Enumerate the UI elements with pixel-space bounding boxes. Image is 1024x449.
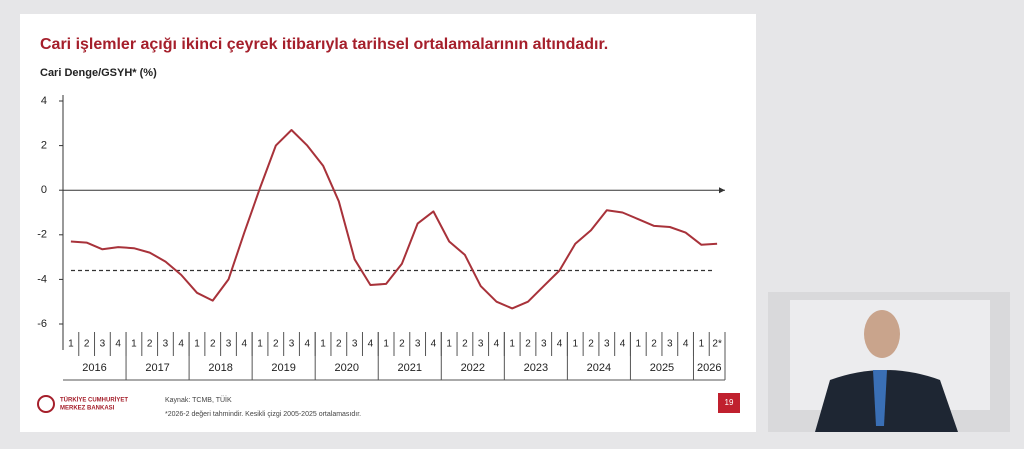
year-label: 2025 xyxy=(650,362,674,374)
y-axis-label: Cari Denge/GSYH* (%) xyxy=(40,67,157,79)
year-label: 2017 xyxy=(145,362,169,374)
x-tick-label: 4 xyxy=(241,339,247,350)
x-tick-label: 1 xyxy=(446,339,452,350)
x-tick-label: 1 xyxy=(131,339,137,350)
presenter-body xyxy=(815,370,958,432)
x-tick-label: 3 xyxy=(163,339,169,350)
y-tick-label: 2 xyxy=(41,140,47,152)
presenter-tie xyxy=(873,370,887,426)
x-tick-label: 2 xyxy=(399,339,405,350)
x-tick-label: 1 xyxy=(636,339,642,350)
x-tick-label: 2 xyxy=(336,339,342,350)
logo-icon xyxy=(37,395,55,413)
video-inset xyxy=(768,292,1010,432)
x-tick-label: 2 xyxy=(588,339,594,350)
x-tick-label: 1 xyxy=(320,339,326,350)
y-tick-label: 0 xyxy=(41,184,47,196)
x-tick-label: 1 xyxy=(194,339,200,350)
x-tick-label: 4 xyxy=(305,339,311,350)
x-tick-label: 1 xyxy=(572,339,578,350)
x-tick-label: 3 xyxy=(604,339,610,350)
logo: TÜRKİYE CUMHURİYET MERKEZ BANKASI xyxy=(37,395,128,413)
slide xyxy=(20,14,756,432)
data-line xyxy=(70,129,718,310)
year-label: 2021 xyxy=(398,362,422,374)
x-tick-label: 4 xyxy=(557,339,563,350)
year-label: 2018 xyxy=(208,362,232,374)
y-tick-label: -4 xyxy=(37,273,47,285)
x-tick-label: 4 xyxy=(620,339,626,350)
logo-text: MERKEZ BANKASI xyxy=(60,406,115,412)
year-label: 2024 xyxy=(587,362,611,374)
note: *2026-2 değeri tahmindir. Kesikli çizgi … xyxy=(165,411,361,418)
year-label: 2019 xyxy=(271,362,295,374)
year-label: 2026 xyxy=(697,362,721,374)
x-tick-label: 3 xyxy=(541,339,547,350)
x-tick-label: 1 xyxy=(257,339,263,350)
x-tick-label: 1 xyxy=(383,339,389,350)
year-label: 2023 xyxy=(524,362,548,374)
x-tick-label: 2 xyxy=(84,339,90,350)
x-tick-label: 2 xyxy=(462,339,468,350)
x-tick-label: 4 xyxy=(494,339,500,350)
y-tick-label: -6 xyxy=(37,318,47,330)
x-tick-label: 3 xyxy=(667,339,673,350)
x-tick-label: 4 xyxy=(178,339,184,350)
x-tick-label: 2 xyxy=(651,339,657,350)
x-tick-label: 3 xyxy=(226,339,232,350)
x-tick-label: 2 xyxy=(273,339,279,350)
x-tick-label: 1 xyxy=(68,339,74,350)
x-tick-label: 1 xyxy=(509,339,515,350)
x-axis-arrow xyxy=(719,187,725,194)
year-label: 2016 xyxy=(82,362,106,374)
x-tick-label: 2* xyxy=(712,339,722,350)
slide-title: Cari işlemler açığı ikinci çeyrek itibar… xyxy=(40,36,608,53)
x-tick-label: 4 xyxy=(115,339,121,350)
x-tick-label: 2 xyxy=(210,339,216,350)
x-tick-label: 3 xyxy=(100,339,106,350)
x-tick-label: 3 xyxy=(478,339,484,350)
x-tick-label: 4 xyxy=(368,339,374,350)
x-tick-label: 3 xyxy=(415,339,421,350)
page-badge xyxy=(718,393,740,413)
logo-text: TÜRKİYE CUMHURİYET xyxy=(60,397,128,404)
year-label: 2020 xyxy=(334,362,358,374)
x-tick-label: 4 xyxy=(683,339,689,350)
y-tick-label: 4 xyxy=(41,95,47,107)
x-tick-label: 3 xyxy=(289,339,295,350)
page-number: 19 xyxy=(725,398,734,407)
presenter-head xyxy=(864,310,900,358)
year-label: 2022 xyxy=(461,362,485,374)
y-tick-label: -2 xyxy=(37,229,47,241)
source: Kaynak: TCMB, TÜİK xyxy=(165,395,232,404)
x-tick-label: 3 xyxy=(352,339,358,350)
x-tick-label: 2 xyxy=(525,339,531,350)
x-tick-label: 1 xyxy=(699,339,705,350)
x-tick-label: 2 xyxy=(147,339,153,350)
x-tick-label: 4 xyxy=(431,339,437,350)
